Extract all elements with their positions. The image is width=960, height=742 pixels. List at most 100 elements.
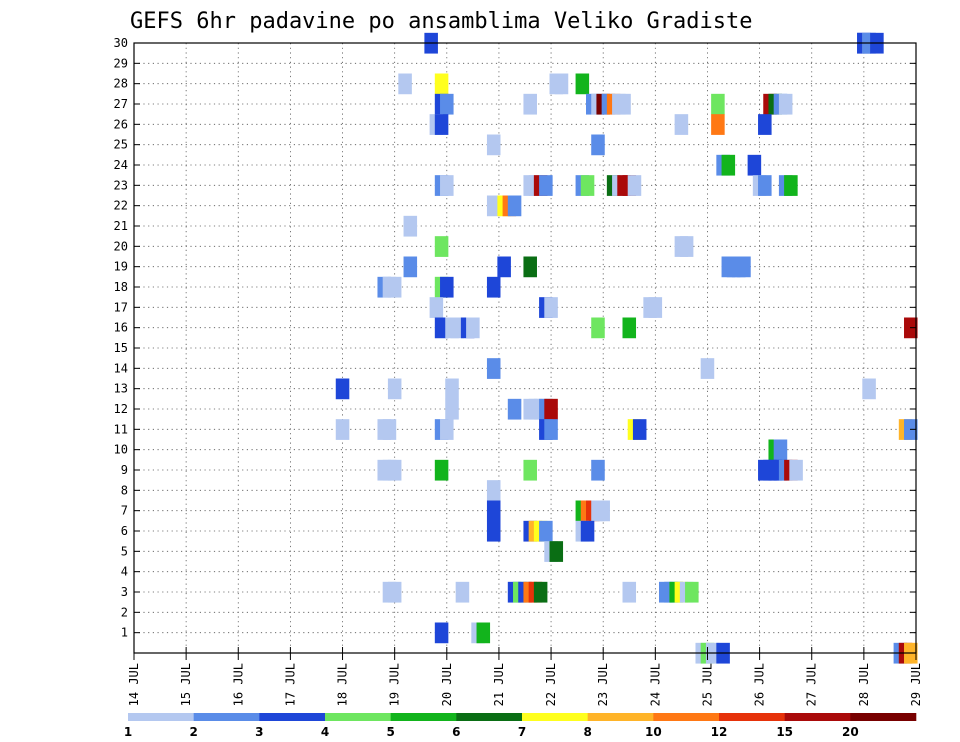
x-tick-label: 18 JUL — [336, 663, 350, 706]
heatmap-cell — [591, 134, 605, 156]
chart-title: GEFS 6hr padavine po ansamblima Veliko G… — [130, 9, 753, 34]
y-tick-label: 27 — [114, 97, 128, 111]
colorbar-label: 20 — [842, 725, 859, 739]
colorbar-label: 10 — [645, 725, 662, 739]
x-tick-label: 22 JUL — [544, 663, 558, 706]
heatmap-cell — [737, 256, 751, 278]
x-tick-label: 28 JUL — [857, 663, 871, 706]
colorbar-segment — [522, 713, 588, 721]
heatmap-cell — [497, 256, 511, 278]
heatmap-cell — [486, 520, 501, 542]
y-tick-label: 3 — [121, 585, 128, 599]
heatmap-cell — [434, 73, 449, 95]
x-tick-label: 17 JUL — [283, 663, 297, 706]
colorbar-label: 8 — [583, 725, 591, 739]
heatmap-cell — [679, 236, 694, 257]
x-tick-label: 14 JUL — [127, 663, 141, 706]
x-tick-label: 26 JUL — [753, 663, 767, 706]
heatmap-cell — [387, 459, 402, 481]
heatmap-cell — [440, 175, 454, 196]
heatmap-cell — [507, 398, 522, 420]
colorbar-label: 1 — [124, 725, 132, 739]
heatmap-cell — [862, 378, 876, 400]
y-tick-label: 22 — [114, 199, 128, 213]
y-tick-label: 20 — [114, 239, 128, 253]
heatmap-cell — [575, 73, 590, 95]
heatmap-cell — [700, 358, 715, 379]
heatmap-cell — [486, 500, 501, 522]
x-tick-label: 23 JUL — [596, 663, 610, 706]
y-tick-label: 26 — [114, 117, 128, 131]
heatmap-cell — [403, 256, 418, 278]
colorbar-segment — [587, 713, 654, 721]
colorbar-segment — [390, 713, 457, 721]
heatmap-cell — [507, 195, 522, 217]
heatmap-cell — [440, 276, 454, 298]
colorbar-label: 2 — [189, 725, 197, 739]
heatmap-cell — [789, 459, 803, 481]
heatmap-cell — [591, 317, 605, 339]
heatmap-cell — [434, 317, 449, 339]
heatmap-cell — [580, 520, 595, 542]
y-tick-label: 7 — [121, 504, 128, 518]
heatmap-cell — [486, 358, 501, 379]
heatmap-cell — [440, 419, 454, 440]
heatmap-cell — [778, 93, 793, 115]
x-tick-label: 24 JUL — [648, 663, 662, 706]
y-tick-label: 24 — [114, 158, 128, 172]
x-tick-label: 15 JUL — [179, 663, 193, 706]
heatmap-cell — [434, 236, 449, 257]
heatmap-cell — [387, 276, 402, 298]
colorbar-segment — [193, 713, 260, 721]
heatmap-cell — [486, 480, 501, 501]
heatmap-cell — [544, 419, 558, 440]
heatmap-cell — [486, 195, 501, 217]
heatmap-cell — [445, 378, 459, 400]
y-tick-label: 16 — [114, 321, 128, 335]
heatmap-cell — [747, 154, 762, 176]
y-tick-label: 15 — [114, 341, 128, 355]
colorbar-label: 6 — [452, 725, 460, 739]
heatmap-cell — [627, 175, 642, 196]
colorbar-label: 3 — [255, 725, 263, 739]
colorbar-segment — [719, 713, 785, 721]
heatmap-cell — [382, 419, 397, 440]
colorbar-segment — [259, 713, 326, 721]
x-tick-label: 19 JUL — [388, 663, 402, 706]
heatmap-cell — [711, 114, 725, 135]
heatmap-cell — [539, 520, 553, 542]
y-tick-label: 30 — [114, 36, 128, 50]
heatmap-cell — [429, 297, 444, 318]
heatmap-cell — [387, 581, 402, 603]
y-tick-label: 13 — [114, 382, 128, 396]
x-tick-label: 25 JUL — [700, 663, 714, 706]
x-tick-label: 21 JUL — [492, 663, 506, 706]
heatmap-cell — [622, 317, 637, 339]
heatmap-cell — [434, 114, 449, 135]
heatmap-cell — [387, 378, 402, 400]
heatmap-cell — [440, 93, 454, 115]
colorbar-label: 12 — [711, 725, 728, 739]
colorbar-label: 7 — [518, 725, 526, 739]
colorbar: 1 2 3 4 5 6 7 8 10 12 15 20 — [124, 713, 917, 739]
heatmap-cell — [476, 622, 491, 644]
colorbar-segment — [128, 713, 194, 721]
y-tick-label: 14 — [114, 361, 128, 375]
heatmap-cell — [711, 93, 725, 115]
colorbar-label: 15 — [776, 725, 793, 739]
heatmap-cell — [721, 154, 736, 176]
heatmap-cell — [486, 134, 501, 156]
heatmap-cell — [450, 317, 464, 339]
heatmap-cell — [596, 500, 610, 522]
y-tick-label: 10 — [114, 443, 128, 457]
heatmap-cell — [758, 175, 772, 196]
heatmap-cell — [685, 581, 699, 603]
heatmap-cell — [773, 439, 788, 461]
heatmap-cell — [539, 175, 553, 196]
heatmap-cell — [523, 93, 537, 115]
heatmap-cell — [523, 459, 537, 481]
heatmap-cell — [549, 541, 564, 562]
heatmap-cell — [758, 114, 772, 135]
y-tick-label: 9 — [121, 463, 128, 477]
heatmap-cell — [632, 419, 647, 440]
